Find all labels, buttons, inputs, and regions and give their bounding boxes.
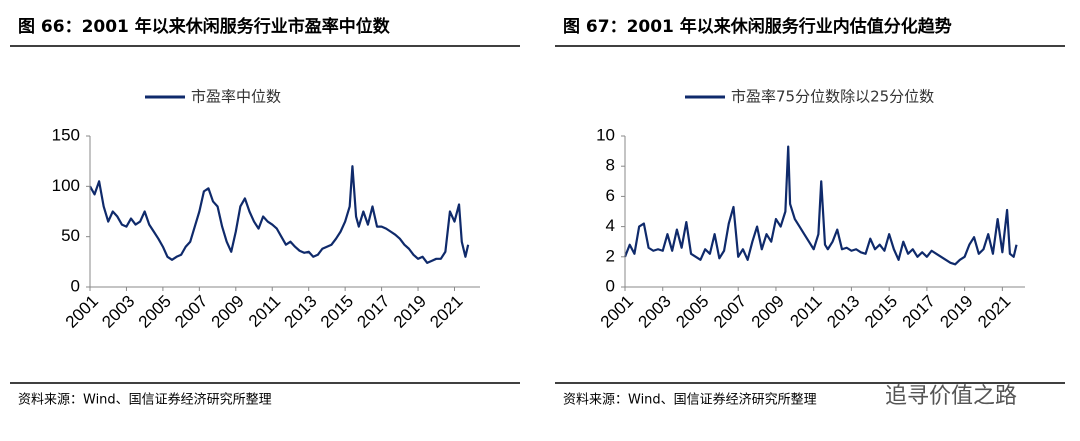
line-series [89, 165, 470, 264]
x-tick-label: 2007 [710, 292, 750, 332]
x-tick-label: 2005 [672, 292, 712, 332]
line-series [623, 145, 1018, 266]
x-tick-label: 2013 [823, 292, 863, 332]
y-tick-label: 2 [606, 246, 615, 265]
x-tick-label: 2015 [317, 292, 357, 332]
x-tick-label: 2017 [899, 292, 939, 332]
x-tick-label: 2005 [135, 292, 175, 332]
x-tick-label: 2009 [208, 292, 248, 332]
x-tick-label: 2015 [861, 292, 901, 332]
x-tick-label: 2011 [245, 292, 284, 331]
y-tick-label: 50 [61, 226, 80, 245]
x-tick-label: 2009 [748, 292, 788, 332]
y-tick-label: 150 [52, 125, 80, 144]
x-tick-label: 2007 [171, 292, 211, 332]
y-tick-label: 8 [606, 156, 615, 175]
x-tick-label: 2011 [786, 292, 825, 331]
source: 资料来源：Wind、国信证券经济研究所整理 [18, 392, 272, 408]
watermark: 追寻价值之路 [885, 384, 1017, 409]
y-tick-label: 0 [606, 276, 615, 295]
x-tick-label: 2013 [281, 292, 321, 332]
legend-label: 市盈率中位数 [191, 88, 281, 106]
legend-label: 市盈率75分位数除以25分位数 [731, 88, 934, 106]
x-tick-label: 2001 [597, 292, 637, 332]
chart-title: 图 67：2001 年以来休闲服务行业内估值分化趋势 [563, 16, 952, 37]
x-tick-label: 2017 [353, 292, 393, 332]
x-tick-label: 2021 [426, 292, 466, 332]
y-tick-label: 0 [71, 276, 80, 295]
y-tick-label: 100 [52, 176, 80, 195]
x-tick-label: 2001 [62, 292, 102, 332]
x-tick-label: 2003 [635, 292, 675, 332]
x-tick-label: 2003 [98, 292, 138, 332]
chart-title: 图 66：2001 年以来休闲服务行业市盈率中位数 [18, 16, 391, 37]
x-tick-label: 2019 [936, 292, 976, 332]
y-tick-label: 4 [606, 216, 615, 235]
y-tick-label: 6 [606, 186, 615, 205]
y-tick-label: 10 [596, 125, 615, 144]
source: 资料来源：Wind、国信证券经济研究所整理 [563, 392, 817, 408]
x-tick-label: 2021 [974, 292, 1014, 332]
x-tick-label: 2019 [390, 292, 430, 332]
